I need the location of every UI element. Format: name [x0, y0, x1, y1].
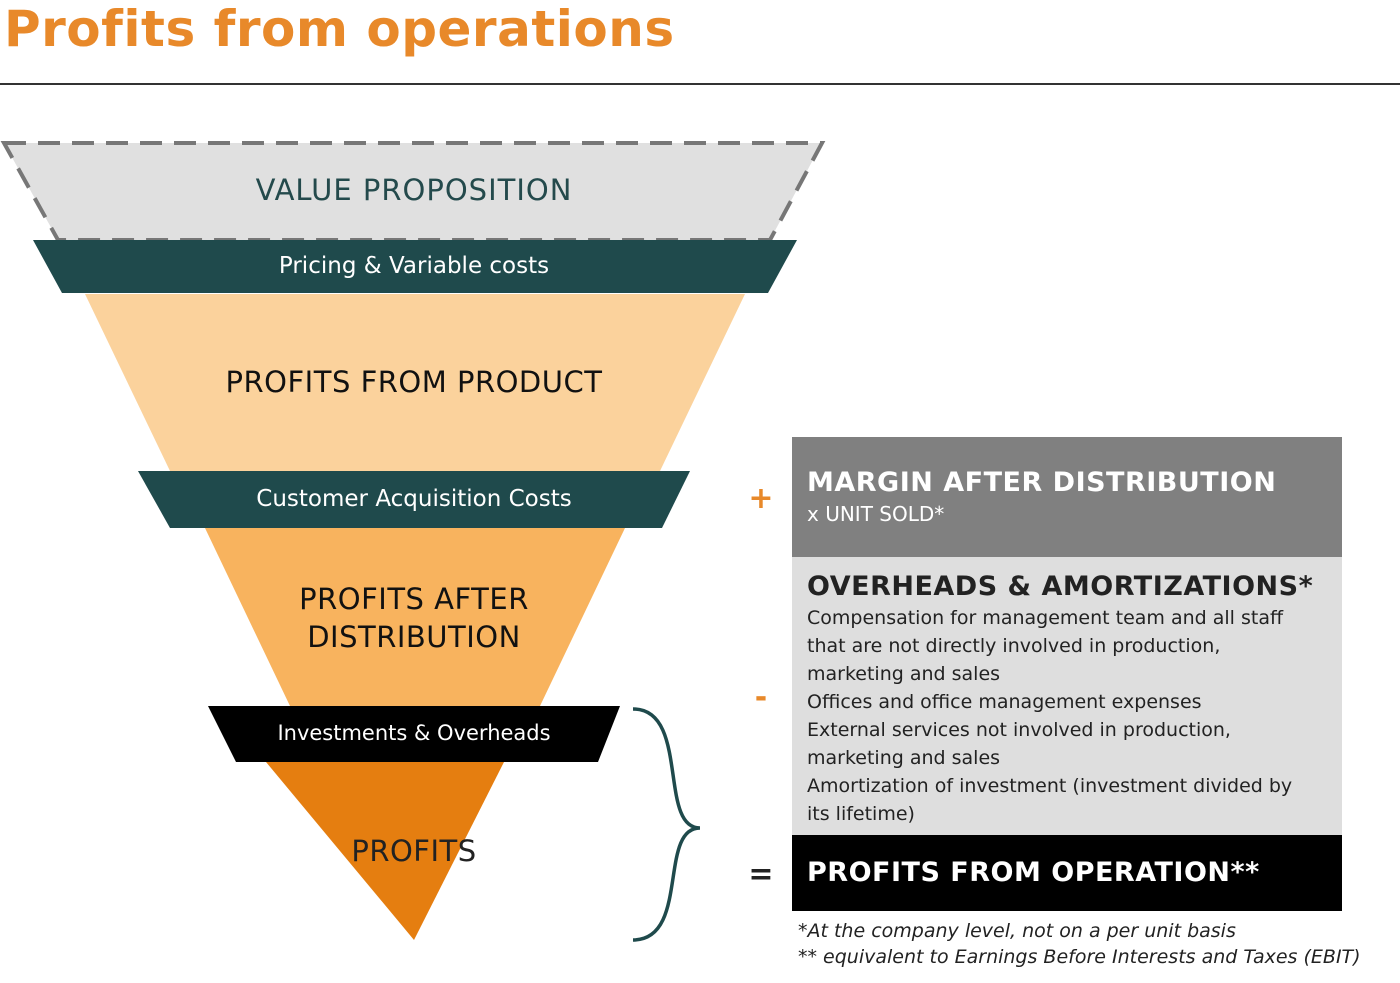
margin-box-heading: MARGIN AFTER DISTRIBUTION: [807, 467, 1277, 498]
overheads-item: its lifetime): [807, 803, 915, 825]
customer-acquisition-costs-band: [138, 471, 690, 528]
footnote-2: ** equivalent to Earnings Before Interes…: [798, 946, 1361, 968]
overheads-item: marketing and sales: [807, 747, 1001, 769]
pricing-variable-costs-band: [33, 240, 797, 293]
equals-operator: =: [748, 857, 774, 892]
overheads-item: marketing and sales: [807, 663, 1001, 685]
curly-brace: [632, 707, 701, 942]
overheads-item: Offices and office management expenses: [807, 691, 1202, 713]
overheads-item: External services not involved in produc…: [807, 719, 1231, 741]
overheads-amortizations-box: OVERHEADS & AMORTIZATIONS* Compensation …: [792, 557, 1342, 835]
profits-from-operation-box: PROFITS FROM OPERATION**: [792, 835, 1342, 911]
value-proposition-label: VALUE PROPOSITION: [255, 173, 573, 207]
title-divider: [0, 83, 1400, 85]
minus-operator: -: [754, 680, 768, 715]
overheads-item: Compensation for management team and all…: [807, 607, 1284, 629]
footnote-1: *At the company level, not on a per unit…: [798, 920, 1236, 942]
profits-after-distribution-label-line1: PROFITS AFTER: [299, 582, 529, 616]
overheads-item: that are not directly involved in produc…: [807, 635, 1221, 657]
profits-from-product-label: PROFITS FROM PRODUCT: [225, 365, 603, 399]
profits-shape: [266, 762, 504, 940]
overheads-box-heading: OVERHEADS & AMORTIZATIONS*: [807, 571, 1314, 602]
investments-overheads-band: [208, 706, 620, 762]
profits-after-distribution-label-line2: DISTRIBUTION: [307, 620, 521, 654]
overheads-item: Amortization of investment (investment d…: [807, 775, 1293, 797]
plus-operator: +: [748, 481, 774, 516]
investments-overheads-label: Investments & Overheads: [277, 721, 551, 745]
page-title: Profits from operations: [4, 0, 675, 58]
margin-box-subtitle: x UNIT SOLD*: [807, 502, 945, 526]
margin-after-distribution-box: MARGIN AFTER DISTRIBUTION x UNIT SOLD*: [792, 437, 1342, 557]
profits-label: PROFITS: [351, 834, 477, 868]
result-box-heading: PROFITS FROM OPERATION**: [807, 857, 1260, 888]
customer-acquisition-costs-label: Customer Acquisition Costs: [256, 486, 572, 512]
profits-after-distribution-shape: [205, 528, 625, 706]
pricing-variable-costs-label: Pricing & Variable costs: [278, 253, 550, 279]
profits-from-product-shape: [85, 294, 745, 471]
